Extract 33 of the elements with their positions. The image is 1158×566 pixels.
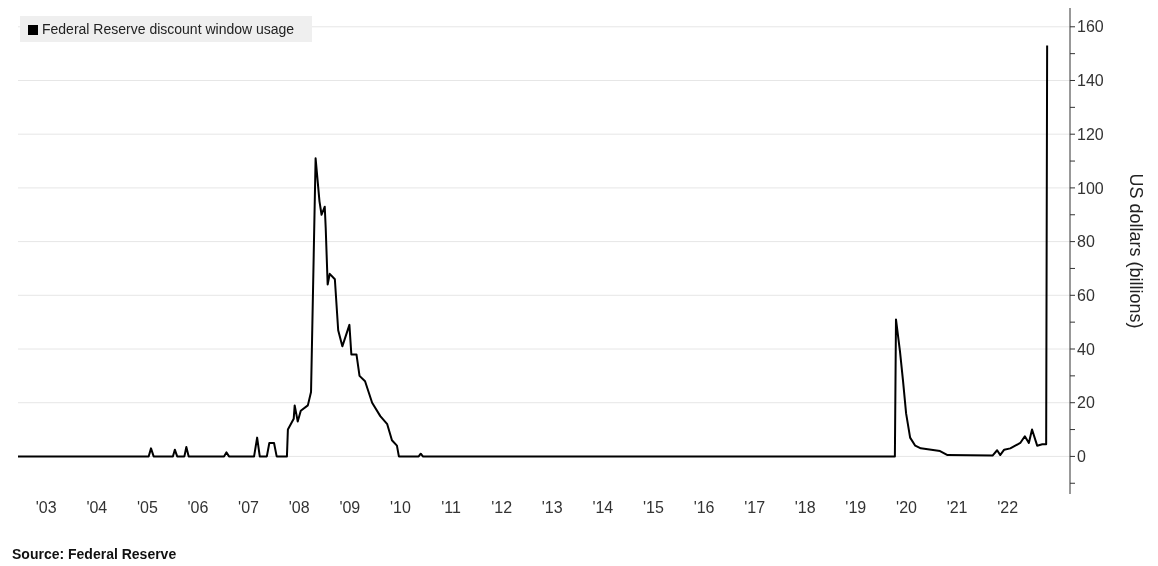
x-tick-label: '07 (238, 499, 260, 517)
y-tick-label: 100 (1077, 179, 1104, 197)
x-tick-label: '06 (187, 499, 209, 517)
x-tick-label: '20 (896, 499, 918, 517)
legend-label: Federal Reserve discount window usage (42, 21, 295, 37)
y-tick-label: 0 (1077, 448, 1086, 466)
x-tick-label: '14 (592, 499, 614, 517)
x-tick-label: '16 (693, 499, 715, 517)
y-tick-label: 120 (1077, 125, 1104, 143)
y-tick-label: 80 (1077, 233, 1095, 251)
x-tick-label: '12 (491, 499, 513, 517)
y-tick-label: 160 (1077, 18, 1104, 36)
y-tick-label: 60 (1077, 286, 1095, 304)
y-tick-label: 20 (1077, 394, 1095, 412)
x-tick-label: '19 (845, 499, 867, 517)
y-tick-label: 140 (1077, 72, 1104, 90)
x-tick-label: '03 (35, 499, 57, 517)
x-tick-label: '17 (744, 499, 766, 517)
x-tick-label: '22 (997, 499, 1019, 517)
x-tick-label: '08 (288, 499, 310, 517)
x-tick-label: '13 (541, 499, 563, 517)
x-tick-label: '18 (794, 499, 816, 517)
x-tick-label: '04 (86, 499, 108, 517)
source-note: Source: Federal Reserve (12, 546, 177, 562)
line-series (18, 44, 1049, 458)
x-tick-label: '09 (339, 499, 361, 517)
x-tick-label: '10 (389, 499, 411, 517)
y-tick-label: 40 (1077, 340, 1095, 358)
x-tick-label: '15 (642, 499, 664, 517)
x-tick-label: '21 (946, 499, 968, 517)
y-axis-title: US dollars (billions) (1125, 173, 1146, 329)
x-tick-label: '05 (136, 499, 158, 517)
x-tick-label: '11 (441, 499, 461, 517)
